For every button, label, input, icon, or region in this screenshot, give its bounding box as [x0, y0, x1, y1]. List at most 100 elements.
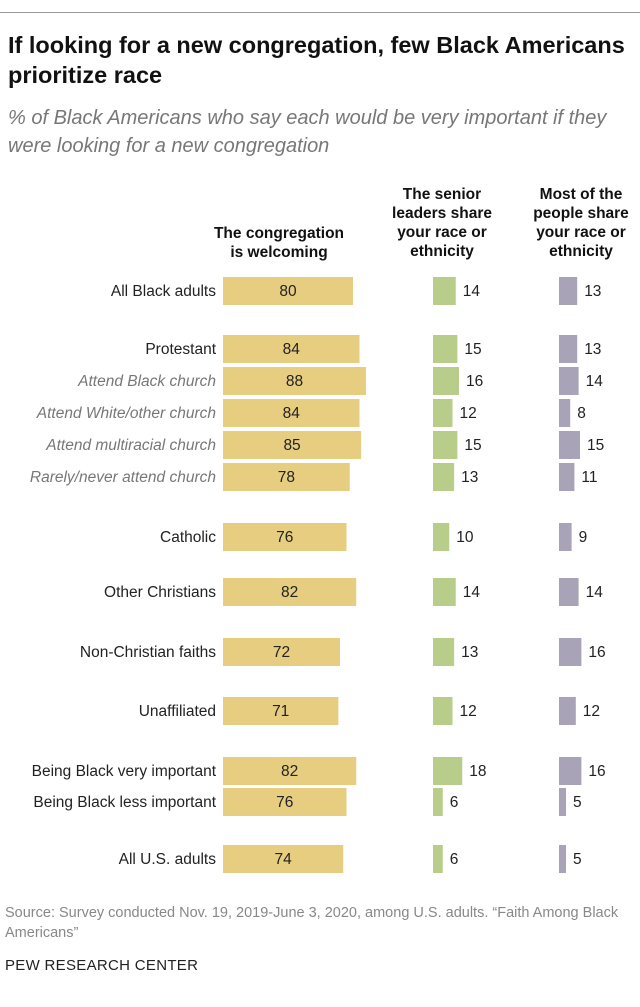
value-label-people: 13 — [584, 341, 601, 358]
value-label-people: 14 — [586, 584, 604, 601]
value-label-leaders: 15 — [464, 341, 481, 358]
chart-subtitle: % of Black Americans who say each would … — [8, 107, 607, 157]
bar-people — [559, 367, 579, 395]
bar-welcoming — [223, 697, 339, 725]
row-label: Unaffiliated — [139, 703, 216, 720]
value-label-welcoming: 76 — [276, 794, 293, 811]
bar-welcoming — [223, 277, 353, 305]
value-label-welcoming: 76 — [276, 529, 293, 546]
value-label-welcoming: 82 — [281, 584, 298, 601]
value-label-welcoming: 78 — [278, 469, 295, 486]
bar-leaders — [433, 335, 458, 363]
value-label-people: 8 — [577, 405, 586, 422]
bar-welcoming — [223, 523, 347, 551]
row-label: All Black adults — [111, 283, 216, 300]
bar-welcoming — [223, 399, 360, 427]
bar-welcoming — [223, 788, 347, 816]
value-label-leaders: 6 — [450, 851, 459, 868]
bar-people — [559, 697, 576, 725]
value-label-leaders: 13 — [461, 644, 478, 661]
value-label-welcoming: 80 — [279, 283, 297, 300]
bar-welcoming — [223, 757, 357, 785]
bar-welcoming — [223, 578, 357, 606]
row-label: All U.S. adults — [119, 851, 217, 868]
bar-leaders — [433, 523, 450, 551]
chart-title: If looking for a new congregation, few B… — [8, 32, 625, 88]
source-note: Source: Survey conducted Nov. 19, 2019-J… — [5, 905, 619, 941]
row-label: Rarely/never attend church — [30, 469, 216, 486]
value-label-welcoming: 72 — [273, 644, 290, 661]
column-header-welcoming: The congregation is welcoming — [213, 225, 345, 261]
top-rule — [0, 12, 640, 13]
value-label-leaders: 14 — [463, 283, 481, 300]
bar-people — [559, 335, 578, 363]
bar-leaders — [433, 757, 463, 785]
value-label-leaders: 18 — [469, 763, 486, 780]
row-label: Catholic — [160, 529, 216, 546]
bar-welcoming — [223, 463, 350, 491]
value-label-welcoming: 88 — [286, 373, 303, 390]
bar-leaders — [433, 697, 453, 725]
bar-leaders — [433, 399, 453, 427]
bar-people — [559, 757, 582, 785]
value-label-people: 14 — [586, 373, 604, 390]
value-label-welcoming: 71 — [272, 703, 289, 720]
bar-people — [559, 788, 566, 816]
value-label-leaders: 12 — [460, 703, 477, 720]
value-label-leaders: 14 — [463, 584, 481, 601]
value-label-welcoming: 84 — [283, 405, 301, 422]
column-header-leaders: The senior leaders share your race or et… — [392, 186, 492, 260]
bar-people — [559, 638, 582, 666]
bar-people — [559, 431, 580, 459]
bar-welcoming — [223, 335, 360, 363]
value-label-leaders: 12 — [460, 405, 477, 422]
value-label-leaders: 10 — [456, 529, 474, 546]
bar-chart: All Black adults 80 14 13 Protestant 84 15 13 At… — [30, 277, 606, 873]
pew-research-center-logo: PEW RESEARCH CENTER — [5, 957, 199, 974]
row-label: Protestant — [145, 341, 216, 358]
bar-people — [559, 845, 566, 873]
row-label: Non-Christian faiths — [80, 644, 216, 661]
bar-leaders — [433, 578, 456, 606]
value-label-leaders: 6 — [450, 794, 459, 811]
value-label-people: 12 — [583, 703, 600, 720]
bar-leaders — [433, 788, 443, 816]
row-label: Attend White/other church — [36, 405, 216, 422]
bar-leaders — [433, 463, 455, 491]
value-label-leaders: 13 — [461, 469, 478, 486]
row-label: Other Christians — [104, 584, 216, 601]
bar-people — [559, 578, 579, 606]
value-label-welcoming: 84 — [283, 341, 301, 358]
value-label-people: 9 — [579, 529, 588, 546]
value-label-people: 11 — [581, 469, 597, 486]
row-label: Attend Black church — [77, 373, 216, 390]
row-label: Being Black less important — [33, 794, 216, 811]
bar-welcoming — [223, 638, 340, 666]
bar-people — [559, 277, 578, 305]
value-label-people: 15 — [587, 437, 604, 454]
bar-welcoming — [223, 431, 362, 459]
bar-leaders — [433, 845, 443, 873]
bar-people — [559, 399, 571, 427]
value-label-welcoming: 82 — [281, 763, 298, 780]
value-label-people: 16 — [588, 644, 605, 661]
value-label-leaders: 15 — [464, 437, 481, 454]
value-label-people: 5 — [573, 851, 582, 868]
value-label-welcoming: 85 — [283, 437, 300, 454]
bar-leaders — [433, 367, 459, 395]
bar-welcoming — [223, 367, 366, 395]
value-label-people: 16 — [588, 763, 605, 780]
bar-people — [559, 523, 572, 551]
value-label-people: 13 — [584, 283, 601, 300]
bar-people — [559, 463, 575, 491]
row-label: Being Black very important — [32, 763, 217, 780]
value-label-welcoming: 74 — [275, 851, 293, 868]
column-header-people: Most of the people share your race or et… — [533, 186, 629, 260]
bar-leaders — [433, 431, 458, 459]
value-label-leaders: 16 — [466, 373, 483, 390]
bar-leaders — [433, 638, 455, 666]
bar-leaders — [433, 277, 456, 305]
bar-welcoming — [223, 845, 344, 873]
value-label-people: 5 — [573, 794, 582, 811]
row-label: Attend multiracial church — [45, 437, 216, 454]
